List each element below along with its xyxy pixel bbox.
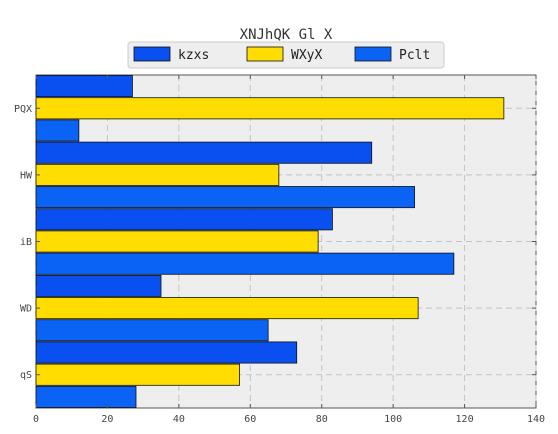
bar-WXyX-PQX (36, 98, 504, 119)
legend-box (128, 42, 444, 68)
y-tick-label: PQX (14, 104, 32, 115)
bar-Pclt-WD (36, 320, 268, 341)
legend-label: kzxs (178, 48, 209, 63)
legend-swatch-Pclt (355, 47, 391, 61)
y-tick-label: iB (20, 237, 32, 248)
bar-Pclt-iB (36, 253, 454, 274)
legend-label: Pclt (399, 48, 430, 63)
y-tick-label: WD (20, 304, 32, 315)
x-tick-label: 80 (316, 414, 328, 425)
bar-kzxs-qS (36, 342, 297, 363)
x-tick-label: 0 (33, 414, 39, 425)
x-tick-label: 120 (456, 414, 474, 425)
bar-Pclt-PQX (36, 120, 79, 141)
chart-title: XNJhQK Gl X (240, 27, 333, 43)
bar-WXyX-qS (36, 364, 240, 385)
x-tick-label: 20 (101, 414, 113, 425)
bar-kzxs-WD (36, 275, 161, 296)
bar-WXyX-iB (36, 231, 318, 252)
x-tick-label: 40 (173, 414, 185, 425)
legend-swatch-kzxs (134, 47, 170, 61)
legend-swatch-WXyX (247, 47, 283, 61)
y-tick-label: HW (20, 170, 33, 181)
bar-WXyX-HW (36, 164, 279, 185)
legend-label: WXyX (291, 48, 322, 63)
x-tick-label: 60 (244, 414, 256, 425)
bar-Pclt-qS (36, 386, 136, 407)
bar-kzxs-iB (36, 209, 332, 230)
y-tick-label: qS (20, 370, 32, 381)
bar-kzxs-PQX (36, 76, 132, 97)
bar-WXyX-WD (36, 298, 418, 319)
x-tick-label: 100 (384, 414, 402, 425)
x-tick-label: 140 (527, 414, 545, 425)
bar-kzxs-HW (36, 142, 372, 163)
bar-Pclt-HW (36, 187, 415, 208)
legend: kzxs WXyX Pclt (128, 42, 444, 68)
